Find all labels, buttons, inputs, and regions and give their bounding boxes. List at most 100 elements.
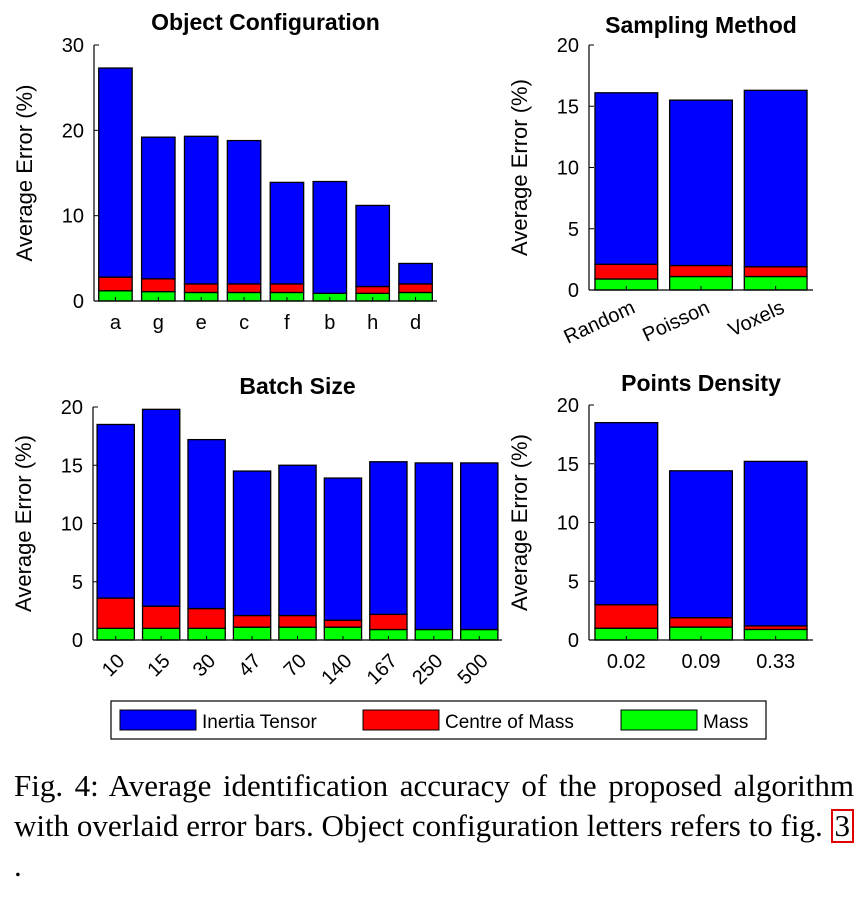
x-tick-label: 30 — [189, 650, 220, 681]
y-tick-label: 5 — [72, 572, 83, 594]
bar-centre-of-mass-0-09 — [668, 617, 734, 628]
bar-inertia-tensor-10 — [96, 423, 136, 599]
y-tick-label: 30 — [62, 35, 84, 57]
y-tick-label: 0 — [72, 630, 83, 652]
bar-centre-of-mass-140 — [323, 619, 363, 628]
chart-object-configuration: Object Configuration Average Error (%) a g e… — [12, 9, 437, 334]
bar-inertia-tensor-140 — [323, 477, 363, 621]
legend: Inertia Tensor Centre of Mass Mass — [110, 700, 767, 740]
y-tick-label: 15 — [61, 455, 83, 477]
y-tick-label: 10 — [62, 206, 84, 228]
bar-centre-of-mass-10 — [96, 597, 136, 629]
bar-centre-of-mass-47 — [232, 614, 272, 628]
legend-label-inertia-tensor: Inertia Tensor — [202, 712, 317, 733]
x-tick-label: 167 — [363, 650, 402, 689]
x-tick-label: e — [196, 312, 207, 334]
x-tick-label: f — [284, 312, 290, 334]
y-tick-label: 20 — [62, 120, 84, 142]
y-tick-label: 20 — [61, 397, 83, 419]
y-tick-label: 5 — [568, 571, 579, 593]
bar-inertia-tensor-f — [269, 181, 305, 285]
bar-inertia-tensor-0-09 — [668, 470, 734, 619]
bar-inertia-tensor-30 — [187, 438, 226, 610]
x-tick-label: 70 — [280, 650, 311, 681]
x-tick-label: 10 — [98, 650, 129, 681]
y-axis-label: Average Error (%) — [11, 435, 36, 612]
bar-inertia-tensor-d — [398, 262, 433, 285]
bar-centre-of-mass-30 — [187, 607, 226, 629]
chart-title: Batch Size — [239, 373, 355, 399]
x-tick-label: Voxels — [725, 297, 788, 342]
bar-inertia-tensor-g — [140, 136, 176, 280]
bar-inertia-tensor-0-33 — [743, 460, 808, 627]
bar-centre-of-mass-167 — [369, 613, 408, 631]
x-tick-label: g — [153, 312, 164, 334]
bar-centre-of-mass-0-02 — [594, 604, 659, 629]
y-axis-label: Average Error (%) — [507, 79, 532, 256]
x-tick-label: 500 — [454, 650, 493, 689]
chart-title: Points Density — [621, 370, 781, 396]
bar-centre-of-mass-e — [183, 283, 219, 294]
chart-points-density: Points Density Average Error (%) 0.02 0.09 0… — [507, 370, 813, 673]
x-tick-label: d — [410, 312, 421, 334]
chart-batch-size: Batch Size Average Error (%) 10 15 30 47 70 140… — [11, 373, 502, 689]
y-tick-label: 5 — [568, 219, 579, 241]
legend-label-centre-of-mass: Centre of Mass — [445, 712, 574, 733]
bar-inertia-tensor-e — [183, 135, 219, 285]
bar-centre-of-mass-70 — [278, 614, 317, 628]
x-tick-label: b — [324, 312, 335, 334]
y-tick-label: 10 — [557, 513, 579, 535]
bar-centre-of-mass-f — [269, 283, 305, 294]
x-tick-label: 0.33 — [756, 651, 795, 673]
bar-centre-of-mass-15 — [141, 605, 181, 630]
y-tick-label: 10 — [61, 514, 83, 536]
y-tick-label: 0 — [73, 291, 84, 313]
bar-centre-of-mass-poisson — [668, 264, 734, 278]
y-tick-label: 0 — [568, 630, 579, 652]
legend-label-mass: Mass — [703, 712, 748, 733]
bar-inertia-tensor-voxels — [743, 89, 808, 268]
x-tick-label: Random — [561, 297, 639, 349]
figure-reference-link[interactable]: 3 — [830, 809, 854, 843]
bar-inertia-tensor-b — [312, 180, 348, 294]
x-tick-label: 250 — [408, 650, 447, 689]
bar-centre-of-mass-random — [594, 263, 659, 280]
x-tick-label: Poisson — [639, 297, 713, 347]
bar-inertia-tensor-poisson — [668, 99, 734, 267]
y-axis-label: Average Error (%) — [507, 434, 532, 611]
x-tick-label: h — [367, 312, 378, 334]
caption-tail: . — [14, 848, 22, 883]
bar-inertia-tensor-c — [226, 139, 262, 285]
bar-centre-of-mass-a — [98, 276, 133, 292]
figure: Object Configuration Average Error (%) a g e… — [11, 9, 813, 740]
caption-text: Fig. 4: Average identification accuracy … — [14, 768, 854, 843]
y-tick-label: 10 — [557, 158, 579, 180]
bar-inertia-tensor-0-02 — [594, 421, 659, 606]
bar-inertia-tensor-15 — [141, 408, 181, 607]
y-tick-label: 15 — [557, 96, 579, 118]
bar-inertia-tensor-250 — [414, 462, 454, 631]
bar-inertia-tensor-47 — [232, 470, 272, 617]
legend-swatch-mass — [620, 709, 698, 731]
y-tick-label: 20 — [557, 395, 579, 417]
y-tick-label: 0 — [568, 280, 579, 302]
bar-centre-of-mass-h — [355, 285, 391, 294]
bar-centre-of-mass-g — [140, 278, 176, 293]
bar-inertia-tensor-500 — [459, 462, 499, 631]
chart-sampling-method: Sampling Method Average Error (%) Random Po… — [507, 12, 813, 348]
bar-centre-of-mass-c — [226, 283, 262, 294]
x-tick-label: 0.09 — [682, 651, 721, 673]
x-tick-label: a — [110, 312, 122, 334]
chart-title: Object Configuration — [151, 9, 380, 35]
bar-centre-of-mass-d — [398, 283, 433, 294]
y-tick-label: 15 — [557, 454, 579, 476]
x-tick-label: 15 — [143, 650, 174, 681]
bar-inertia-tensor-random — [594, 92, 659, 265]
legend-swatch-centre-of-mass — [362, 709, 440, 731]
x-tick-label: 0.02 — [607, 651, 646, 673]
y-tick-label: 20 — [557, 35, 579, 57]
y-axis-label: Average Error (%) — [12, 85, 37, 262]
legend-swatch-inertia-tensor — [119, 709, 197, 731]
bar-inertia-tensor-h — [355, 204, 391, 288]
bar-centre-of-mass-voxels — [743, 266, 808, 278]
